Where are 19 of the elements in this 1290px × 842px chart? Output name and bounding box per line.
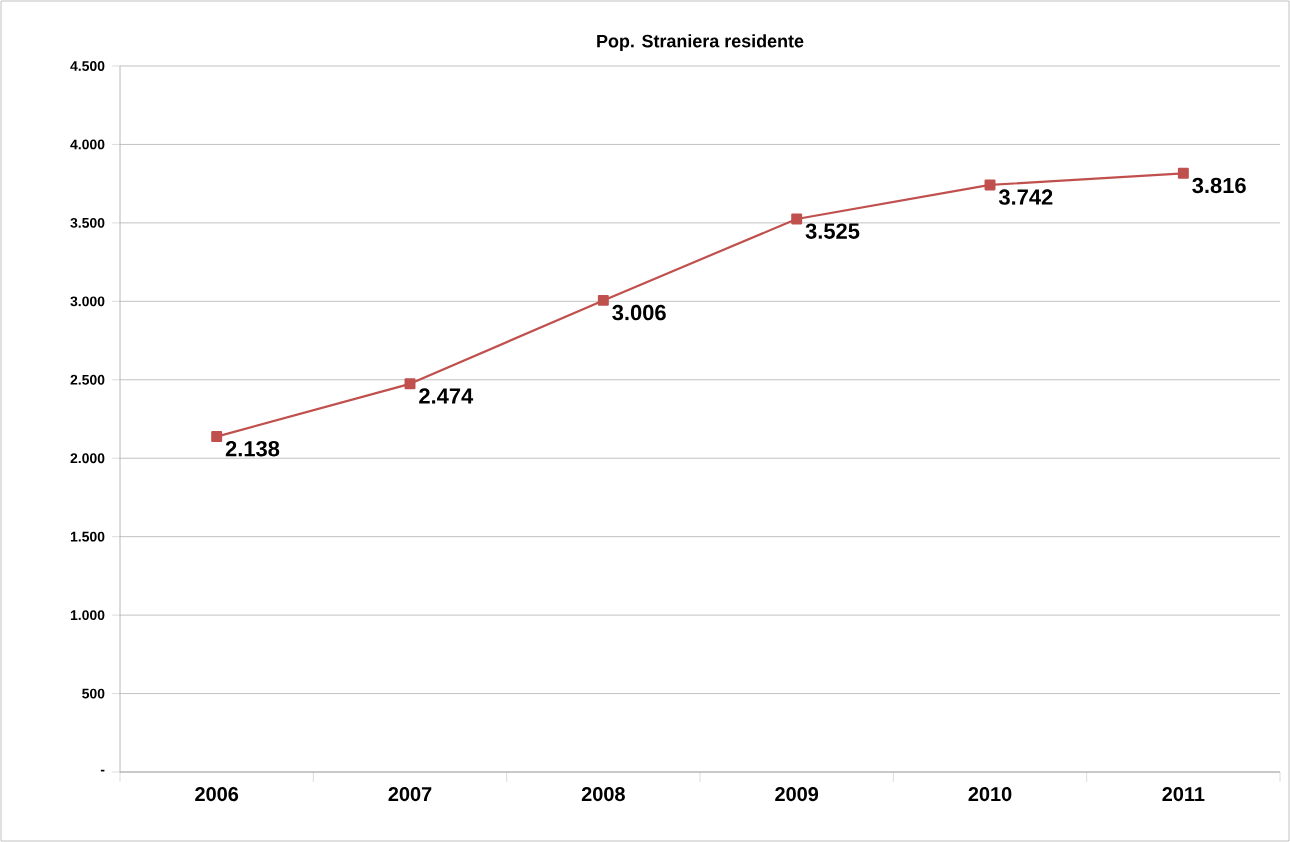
point <box>597 294 609 306</box>
point <box>404 378 416 390</box>
x-tick-label: 2010 <box>968 787 1012 802</box>
data-label: 2.138 <box>225 440 280 457</box>
data-label: 3.006 <box>612 304 666 321</box>
chart-title: Pop. Straniera residente <box>597 34 804 51</box>
data-label: 3.525 <box>805 223 860 239</box>
x-tick-label: 2006 <box>195 787 239 802</box>
point <box>211 431 223 443</box>
point <box>791 213 803 225</box>
data-label: 3.742 <box>998 189 1053 205</box>
x-tick-label: 2007 <box>388 787 432 802</box>
x-tick-label: 2009 <box>775 787 819 802</box>
point <box>984 179 996 191</box>
point <box>1177 167 1189 179</box>
x-tick-label: 2008 <box>581 787 625 802</box>
data-label: 2.474 <box>419 388 474 404</box>
data-label: 3.816 <box>1192 177 1246 194</box>
x-tick-label: 2011 <box>1162 787 1205 802</box>
